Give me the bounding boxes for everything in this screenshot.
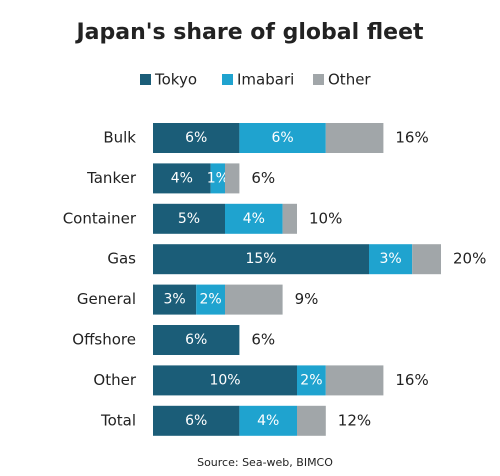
- bar-segment: [153, 163, 211, 194]
- bar-segment: [153, 284, 197, 315]
- bar-segment: [196, 284, 225, 315]
- total-label: 20%: [453, 250, 486, 268]
- bar-value-label: 5%: [178, 211, 200, 227]
- total-label: 6%: [251, 169, 275, 187]
- bar-segment: [325, 365, 384, 396]
- category-label: Other: [93, 371, 136, 389]
- bar-segment: [225, 284, 283, 315]
- bar-segment: [239, 123, 326, 153]
- legend-label: Imabari: [237, 71, 294, 89]
- category-label: Container: [63, 209, 137, 227]
- total-label: 10%: [309, 209, 342, 227]
- bar-value-label: 6%: [185, 413, 207, 429]
- bar-segment: [153, 244, 369, 275]
- bar-value-label: 3%: [379, 251, 401, 267]
- bar-value-label: 6%: [185, 130, 207, 146]
- bar-value-label: 6%: [271, 130, 293, 146]
- legend-swatch: [140, 74, 151, 85]
- bar-segment: [325, 123, 384, 153]
- source: Source: Sea-web, BIMCO: [197, 456, 333, 469]
- bar-value-label: 4%: [257, 413, 279, 429]
- bar-value-label: 1%: [207, 170, 229, 186]
- bar-segment: [282, 203, 297, 234]
- bar-segment: [412, 244, 441, 275]
- legend-label: Tokyo: [154, 71, 197, 89]
- bar-segment: [297, 365, 326, 396]
- bar-segment: [369, 244, 413, 275]
- bar-segment: [225, 163, 240, 194]
- category-label: Total: [100, 411, 136, 429]
- legend-swatch: [313, 74, 324, 85]
- bar-value-label: 4%: [171, 170, 193, 186]
- category-label: Tanker: [86, 169, 137, 187]
- total-label: 16%: [395, 371, 428, 389]
- bar-segment: [225, 203, 283, 234]
- bar-value-label: 6%: [185, 332, 207, 348]
- bar-value-label: 2%: [199, 292, 221, 308]
- bar-segment: [239, 405, 297, 436]
- bar-segment: [153, 405, 240, 436]
- bar-segment: [153, 325, 240, 355]
- total-label: 6%: [251, 331, 275, 349]
- bar-value-label: 2%: [300, 372, 322, 388]
- bar-value-label: 10%: [209, 372, 240, 388]
- category-label: General: [77, 290, 136, 308]
- legend-swatch: [222, 74, 233, 85]
- category-label: Gas: [107, 250, 136, 268]
- total-label: 16%: [395, 129, 428, 147]
- total-label: 9%: [295, 290, 319, 308]
- legend-label: Other: [328, 71, 371, 89]
- bar-segment: [153, 365, 297, 396]
- bar-segment: [210, 163, 225, 194]
- bar-value-label: 3%: [163, 292, 185, 308]
- bar-value-label: 4%: [243, 211, 265, 227]
- chart-title: Japan's share of global fleet: [74, 20, 423, 45]
- total-label: 12%: [338, 411, 371, 429]
- category-label: Offshore: [72, 331, 136, 349]
- bar-segment: [297, 405, 326, 436]
- bar-value-label: 15%: [245, 251, 276, 267]
- bar-segment: [153, 203, 225, 234]
- bar-segment: [153, 123, 240, 153]
- category-label: Bulk: [103, 129, 136, 147]
